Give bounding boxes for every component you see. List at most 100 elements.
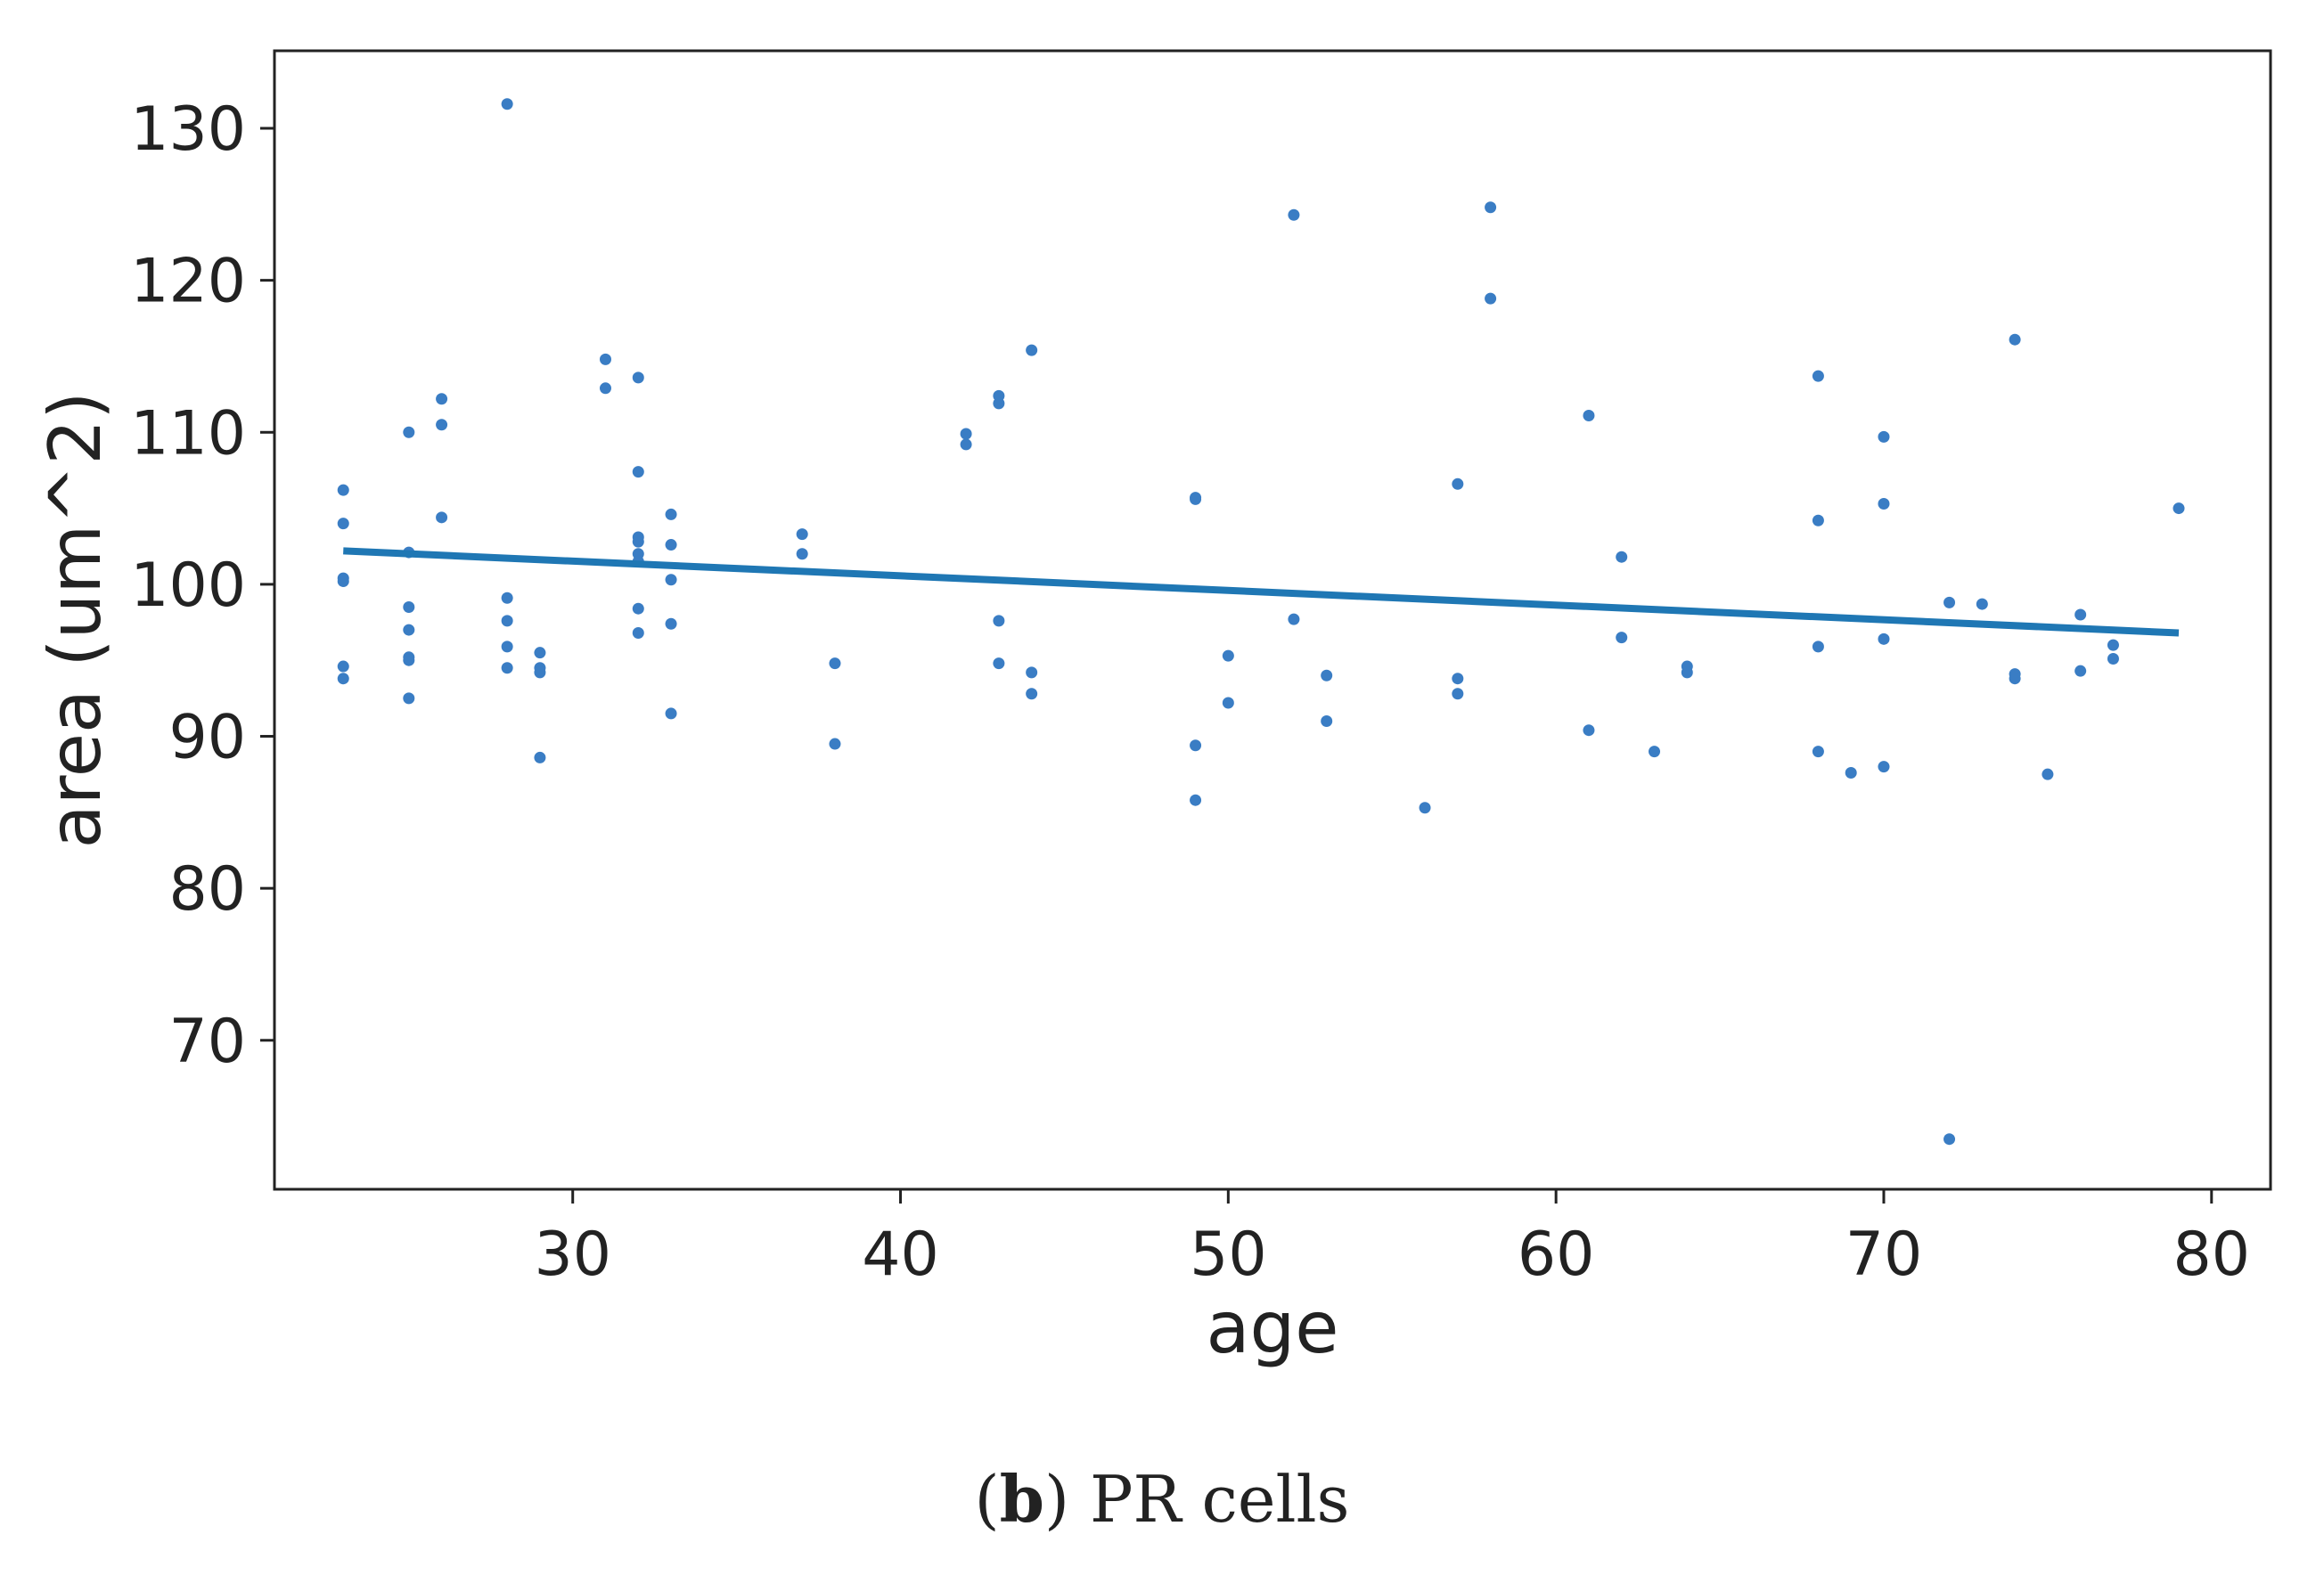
data-point [1026,344,1038,356]
y-tick-label: 70 [168,1007,246,1077]
data-point [599,382,611,395]
data-point [2042,768,2054,780]
data-point [632,466,644,478]
data-point [1321,714,1333,727]
data-point [1878,632,1890,645]
y-tick-label: 110 [130,398,246,469]
data-point [1878,497,1890,510]
y-tick-label: 90 [168,703,246,773]
data-point [1288,613,1300,625]
data-point [534,751,546,763]
data-point [1452,673,1464,685]
data-point [1878,761,1890,773]
data-point [632,602,644,615]
data-point [665,574,677,586]
regression-line [343,547,2180,637]
data-point [1485,292,1497,305]
data-point [2173,502,2185,515]
data-point [2074,608,2087,621]
data-point [501,98,513,110]
figure-caption: (b) PR cells [974,1461,1350,1537]
data-point [796,548,808,560]
data-point [1943,596,1956,608]
x-axis-ticks: 30 40 50 60 70 80 [534,1189,2250,1290]
data-point [829,738,841,750]
data-point [403,624,415,636]
data-point [829,657,841,670]
data-point [534,666,546,679]
caption-label: b [999,1461,1044,1537]
data-point [632,535,644,548]
data-point [1616,551,1628,563]
data-point [337,484,349,496]
data-point [501,662,513,674]
data-point [1878,430,1890,443]
data-point [960,438,972,451]
scatter-chart: 30 40 50 60 70 80 70 80 90 100 110 120 130 age area… [34,49,2272,1369]
data-point [337,673,349,685]
y-axis-ticks: 70 80 90 100 110 120 130 [130,94,274,1077]
data-point [960,428,972,440]
data-point [403,600,415,613]
data-point [337,518,349,530]
data-point [436,419,448,431]
y-tick-label: 120 [130,247,246,317]
x-tick-label: 40 [862,1220,939,1290]
data-point [1026,688,1038,700]
data-point [436,393,448,405]
data-point [1190,493,1202,505]
data-point [665,617,677,630]
x-axis-label: age [1206,1286,1338,1369]
data-point [665,707,677,720]
data-point [1812,746,1824,758]
data-point [1190,794,1202,806]
data-point [2107,639,2119,651]
data-point [1485,201,1497,214]
data-point [501,641,513,653]
x-tick-label: 50 [1190,1220,1267,1290]
data-point [1288,208,1300,221]
data-point [1812,514,1824,526]
x-tick-label: 60 [1518,1220,1595,1290]
data-point [1419,802,1431,814]
x-tick-label: 80 [2173,1220,2251,1290]
data-point [1026,666,1038,679]
data-point [403,654,415,666]
data-point [2074,665,2087,677]
data-point [337,660,349,673]
x-tick-label: 70 [1845,1220,1923,1290]
y-tick-label: 80 [168,854,246,925]
data-point [1649,746,1661,758]
data-point [1583,410,1595,422]
data-point [501,592,513,604]
data-point [632,627,644,640]
data-point [1222,649,1234,662]
data-point [796,528,808,541]
caption-text: PR cells [1089,1462,1350,1537]
data-point [1976,598,1988,610]
data-point [1321,669,1333,681]
data-point [1681,666,1693,679]
regression-line-group [343,547,2180,637]
data-point [534,647,546,659]
plot-frame [273,49,2272,1191]
data-point [1452,477,1464,490]
data-point [1943,1133,1956,1146]
data-point [1812,370,1824,382]
data-point [665,539,677,551]
y-tick-label: 100 [130,551,246,621]
data-point [403,692,415,705]
data-point [1812,641,1824,653]
data-point [1222,697,1234,709]
data-point [665,508,677,520]
data-point [632,371,644,384]
data-point [403,426,415,438]
data-point [1452,688,1464,700]
data-point [436,511,448,524]
x-tick-label: 30 [534,1220,611,1290]
data-points [337,98,2185,1146]
data-point [1190,739,1202,752]
y-tick-label: 130 [130,94,246,165]
data-point [599,353,611,365]
data-point [2009,673,2021,685]
